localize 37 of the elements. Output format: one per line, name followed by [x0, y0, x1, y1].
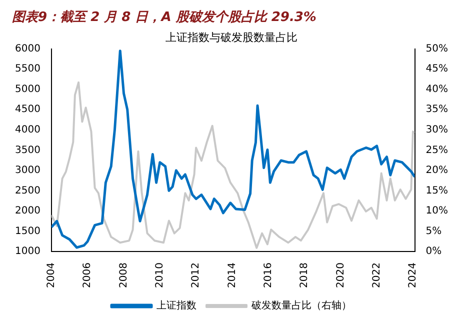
y2-tick-label: 15%: [426, 185, 448, 196]
x-tick-label: 2008: [118, 262, 130, 288]
y2-tick-label: 10%: [426, 206, 448, 217]
y2-tick-label: 40%: [426, 84, 448, 95]
x-tick-label: 2022: [371, 262, 382, 288]
x-tick-label: 2010: [154, 262, 166, 288]
y-tick-label: 4000: [14, 124, 40, 136]
legend-label: 破发数量占比（右轴）: [250, 300, 352, 312]
y-tick-label: 3000: [14, 165, 40, 176]
y2-tick-label: 5%: [426, 226, 442, 237]
x-tick-label: 2014: [226, 262, 238, 288]
x-tick-label: 2006: [82, 262, 94, 288]
x-tick-label: 2024: [408, 262, 419, 288]
chart-subtitle: 上证指数与破发股数量占比: [166, 31, 298, 44]
y2-tick-label: 45%: [426, 64, 448, 75]
x-tick-label: 2004: [46, 262, 58, 288]
y2-tick-label: 25%: [426, 144, 448, 156]
y-tick-label: 2500: [14, 185, 40, 196]
y-tick-label: 1000: [14, 246, 40, 258]
chart-title: 图表9：截至 2 月 8 日，A 股破发个股占比 29.3%: [12, 10, 316, 26]
y2-tick-label: 50%: [426, 43, 448, 54]
y-tick-label: 5500: [14, 64, 40, 75]
y-tick-label: 3500: [14, 144, 40, 156]
y2-tick-label: 20%: [426, 165, 448, 176]
y-tick-label: 1500: [14, 226, 40, 237]
y-tick-label: 6000: [14, 43, 40, 54]
y-tick-label: 2000: [14, 206, 40, 217]
x-tick-label: 2018: [299, 262, 310, 288]
y-tick-label: 4500: [14, 104, 40, 116]
x-tick-label: 2020: [335, 262, 346, 288]
y2-tick-label: 35%: [426, 104, 448, 116]
legend-label: 上证指数: [156, 300, 196, 312]
x-tick-label: 2012: [190, 262, 202, 288]
y2-tick-label: 30%: [426, 124, 448, 136]
y2-tick-label: 0%: [426, 246, 442, 258]
x-tick-label: 2016: [262, 262, 274, 288]
y-tick-label: 5000: [14, 84, 40, 95]
